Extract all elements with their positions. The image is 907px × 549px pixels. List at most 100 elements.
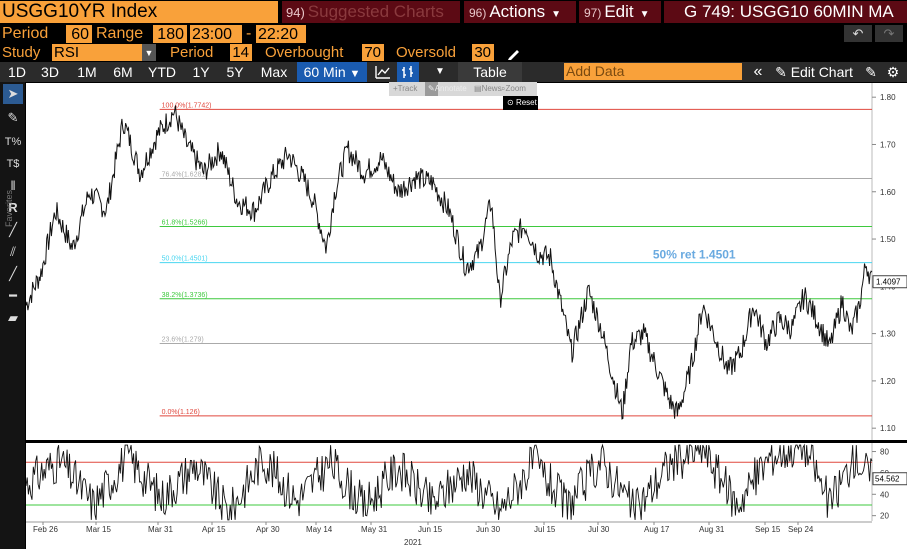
x-tick-label: Jul 30	[588, 525, 610, 534]
fib-level-label: 0.0%(1.126)	[162, 409, 200, 416]
range-field[interactable]: 180	[153, 25, 187, 43]
rsi-series-line	[25, 443, 873, 521]
range-max-button[interactable]: Max	[260, 64, 288, 80]
eraser-tool-icon[interactable]: ▰	[8, 310, 18, 325]
chart-toolbar: 1D 3D 1M 6M YTD 1Y 5Y Max 60 Min ▼ ▼ Tab…	[0, 62, 907, 82]
rsi-y-tick-label: 40	[880, 490, 889, 499]
x-tick-label: Sep 15	[755, 525, 781, 534]
fib-tool-icon[interactable]: ‖	[10, 178, 16, 193]
rsi-y-tick-label: 80	[880, 448, 889, 457]
suggested-charts-num: 94)	[286, 5, 305, 20]
range-label: Range	[96, 25, 144, 42]
rsi-chart-panel[interactable]: 2040608054.562	[25, 443, 907, 521]
fib-level-label: 61.8%(1.5266)	[162, 219, 208, 226]
retracement-tool-icon[interactable]: R	[8, 200, 18, 215]
line-chart-icon[interactable]	[374, 64, 392, 80]
track-label: Track	[397, 84, 418, 93]
period-field[interactable]: 60	[66, 25, 92, 43]
collapse-left-icon[interactable]: «	[753, 63, 763, 80]
price-chart[interactable]: 1.101.201.301.401.501.601.701.80100.0%(1…	[25, 83, 907, 440]
x-year-label: 2021	[404, 538, 422, 547]
x-tick-label: May 14	[306, 525, 333, 534]
pencil-tool-icon[interactable]: ✎	[7, 110, 19, 125]
pen-icon[interactable]	[506, 45, 522, 61]
range-1d-button[interactable]: 1D	[8, 64, 26, 80]
caret-down-icon: ▼	[349, 68, 361, 80]
y-tick-label: 1.30	[880, 330, 896, 339]
fib-level-label: 38.2%(1.3736)	[162, 292, 208, 299]
reset-button[interactable]: ⊙ Reset	[503, 96, 538, 110]
dollar-tool-icon[interactable]: T$	[6, 158, 20, 170]
channel-tool-icon[interactable]: ⫽	[10, 244, 16, 259]
study-period-field[interactable]: 14	[230, 44, 252, 61]
track-mode-button[interactable]: + Track	[393, 82, 417, 96]
bar-chart-glyph	[402, 66, 413, 78]
range-6m-button[interactable]: 6M	[113, 64, 133, 80]
y-tick-label: 1.10	[880, 424, 896, 433]
range-1m-button[interactable]: 1M	[77, 64, 97, 80]
table-button[interactable]: Table	[458, 62, 522, 82]
x-tick-label: Apr 15	[202, 525, 226, 534]
time-dash: -	[246, 25, 252, 42]
range-3d-button[interactable]: 3D	[41, 64, 59, 80]
last-value-tag	[872, 275, 907, 289]
chart-type-dropdown-icon[interactable]: ▼	[435, 66, 445, 77]
settings-icon[interactable]: ⚙	[886, 64, 900, 80]
x-tick-label: Jun 30	[476, 525, 501, 534]
time-from-field[interactable]: 23:00	[190, 25, 242, 43]
study-select[interactable]: RSI	[52, 44, 156, 61]
edit-chart-button[interactable]: ✎ Edit Chart	[772, 62, 856, 82]
ticker-field[interactable]: USGG10YR Index	[0, 1, 278, 23]
reset-label: Reset	[515, 98, 537, 107]
interval-select[interactable]: 60 Min ▼	[297, 62, 367, 82]
annotate-mode-button[interactable]: ✎ Annotate	[425, 82, 467, 96]
y-tick-label: 1.60	[880, 188, 896, 197]
pencil-icon: ✎	[775, 64, 787, 80]
actions-menu-button[interactable]: 96) Actions ▼	[464, 1, 576, 23]
drawing-tools-sidebar: ➤ ✎ T% T$ ‖ R ╱ ⫽ ╱ ━ ▰ Favorites	[0, 82, 25, 549]
hline-tool-icon[interactable]: ━	[9, 288, 17, 303]
range-5y-button[interactable]: 5Y	[226, 64, 244, 80]
y-tick-label: 1.70	[880, 140, 896, 149]
range-1y-button[interactable]: 1Y	[192, 64, 210, 80]
add-data-placeholder: Add Data	[566, 63, 625, 79]
bar-chart-icon[interactable]	[397, 62, 419, 82]
x-axis: Feb 26 Mar 15 Mar 31 Apr 15 Apr 30 May 14 May …	[26, 521, 872, 547]
edit-icon[interactable]: ✎	[865, 64, 877, 80]
x-tick-label: Mar 31	[148, 525, 173, 534]
x-tick-label: Sep 24	[788, 525, 814, 534]
price-series-line	[25, 105, 873, 420]
range-ytd-button[interactable]: YTD	[148, 64, 176, 80]
zoom-mode-button[interactable]: ⌕ Zoom	[501, 82, 526, 96]
study-period-label: Period	[170, 44, 214, 61]
fib-level-label: 23.6%(1.279)	[162, 337, 204, 344]
price-chart-panel[interactable]: 1.101.201.301.401.501.601.701.80100.0%(1…	[25, 83, 907, 440]
study-bar: Study RSI ▼ Period 14 Overbought 70 Over…	[0, 44, 907, 62]
caret-down-icon: ▼	[639, 9, 650, 20]
percent-tool-icon[interactable]: T%	[4, 136, 22, 148]
rsi-last-value-label: 54.562	[875, 475, 900, 484]
edit-chart-label: Edit Chart	[790, 64, 853, 80]
add-data-input[interactable]: Add Data	[564, 63, 742, 80]
time-to-field[interactable]: 22:20	[256, 25, 306, 43]
edit-menu-button[interactable]: 97) Edit ▼	[579, 1, 661, 23]
pointer-icon[interactable]: ➤	[3, 84, 23, 104]
rsi-last-value-tag	[872, 472, 907, 486]
news-mode-button[interactable]: ▤ News	[474, 82, 502, 96]
fib-level-label: 100.0%(1.7742)	[162, 102, 212, 109]
favorites-label: Favorites	[4, 190, 14, 228]
overbought-field[interactable]: 70	[362, 44, 384, 61]
y-tick-label: 1.80	[880, 93, 896, 102]
suggested-charts-button[interactable]: 94) Suggested Charts	[282, 1, 460, 23]
undo-icon[interactable]: ↶	[844, 25, 872, 42]
oversold-field[interactable]: 30	[472, 44, 494, 61]
redo-icon[interactable]: ↷	[875, 25, 903, 42]
x-tick-label: May 31	[361, 525, 388, 534]
study-dropdown-icon[interactable]: ▼	[142, 44, 156, 61]
ray-tool-icon[interactable]: ╱	[9, 266, 17, 281]
overbought-label: Overbought	[265, 44, 344, 61]
trendline-tool-icon[interactable]: ╱	[9, 222, 17, 237]
retracement-annotation: 50% ret 1.4501	[653, 248, 736, 262]
rsi-chart[interactable]: 2040608054.562	[25, 443, 907, 521]
header-bar: USGG10YR Index 94) Suggested Charts 96) Ac…	[0, 0, 907, 24]
